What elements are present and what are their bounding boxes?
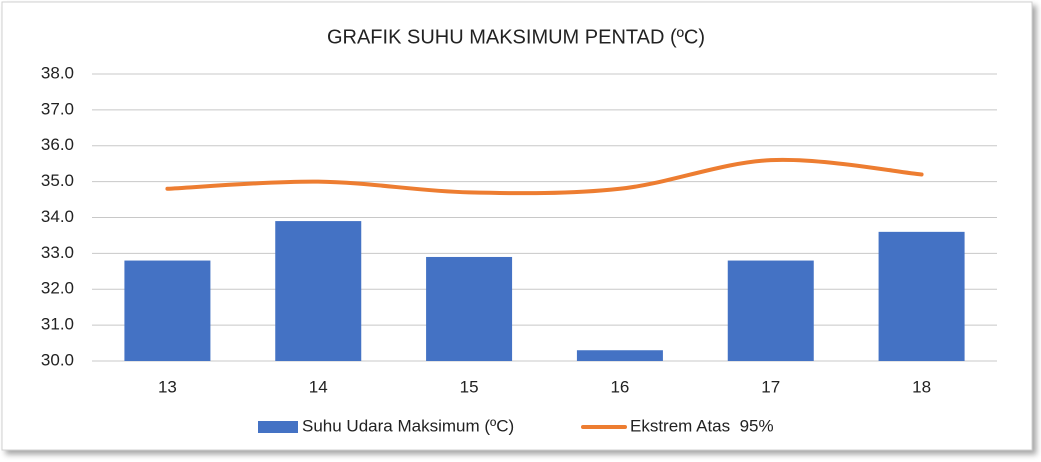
bar <box>426 256 513 361</box>
y-tick-label: 36.0 <box>41 135 74 154</box>
x-tick-label: 17 <box>761 377 780 396</box>
y-tick-label: 33.0 <box>41 243 74 262</box>
x-tick-label: 13 <box>158 377 177 396</box>
x-tick-label: 18 <box>912 377 931 396</box>
bar <box>576 350 663 361</box>
legend-label: Ekstrem Atas 95% <box>630 416 774 435</box>
legend-swatch <box>258 421 298 433</box>
y-tick-label: 38.0 <box>41 63 74 82</box>
x-tick-label: 15 <box>460 377 479 396</box>
y-tick-label: 35.0 <box>41 171 74 190</box>
y-tick-label: 32.0 <box>41 279 74 298</box>
legend-label: Suhu Udara Maksimum (ºC) <box>302 416 514 435</box>
chart-title: GRAFIK SUHU MAKSIMUM PENTAD (ºC) <box>327 26 705 48</box>
y-tick-label: 34.0 <box>41 207 74 226</box>
line <box>165 157 924 196</box>
y-tick-label: 37.0 <box>41 99 74 118</box>
bar <box>275 221 362 361</box>
x-tick-label: 14 <box>309 377 328 396</box>
bar <box>124 260 211 361</box>
bar <box>878 231 965 361</box>
y-tick-label: 31.0 <box>41 315 74 334</box>
chart-frame <box>1 1 1033 451</box>
x-tick-label: 16 <box>610 377 629 396</box>
y-tick-label: 30.0 <box>41 350 74 369</box>
bar <box>727 260 814 361</box>
